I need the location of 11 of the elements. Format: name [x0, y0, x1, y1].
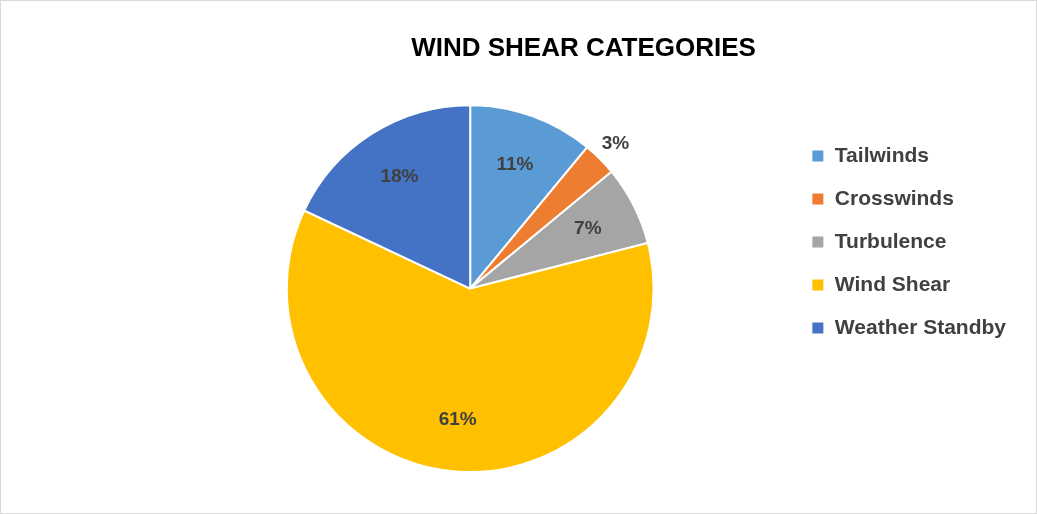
legend-label: Turbulence — [834, 228, 947, 252]
chart-title: WIND SHEAR CATEGORIES — [411, 31, 756, 62]
data-label: 11% — [496, 152, 534, 174]
data-label: 7% — [574, 216, 602, 238]
data-label: 18% — [380, 165, 419, 187]
data-label: 3% — [601, 131, 630, 153]
legend-label: Tailwinds — [834, 142, 929, 166]
legend-label: Weather Standby — [834, 314, 1007, 338]
legend-label: Wind Shear — [834, 271, 951, 295]
data-label: 61% — [438, 408, 477, 430]
legend-label: Crosswinds — [834, 185, 954, 209]
